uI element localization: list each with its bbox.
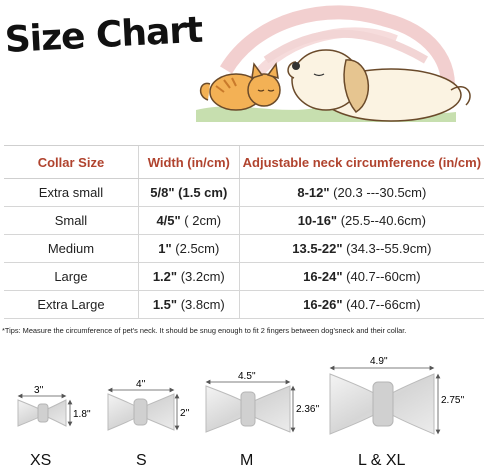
bow-xs-label: XS (30, 452, 52, 469)
size-table: Collar Size Width (in/cm) Adjustable nec… (4, 145, 484, 319)
table-row: Extra Large 1.5" (3.8cm) 16-26" (40.7--6… (4, 290, 484, 319)
bow-m-height: 2.36'' (296, 404, 319, 415)
bow-s-height: 2'' (180, 408, 189, 419)
bow-l-xl-width: 4.9'' (370, 356, 388, 367)
bow-l-xl-label: L & XL (358, 452, 406, 469)
header-neck-circumference: Adjustable neck circumference (in/cm) (238, 145, 484, 179)
table-row: Small 4/5" ( 2cm) 10-16" (25.5--40.6cm) (4, 206, 484, 235)
bow-s-label: S (136, 452, 147, 469)
neck-cell: 16-24" (40.7--60cm) (238, 262, 484, 291)
bow-size-diagrams: 3'' 1.8'' 4'' 2'' 4.5'' 2.36'' 4.9'' 2.7… (17, 356, 464, 435)
bow-m: 4.5'' 2.36'' (205, 371, 319, 433)
size-cell: Small (4, 206, 139, 235)
header-collar-size: Collar Size (4, 145, 139, 179)
neck-cell: 13.5-22" (34.3--55.9cm) (238, 234, 484, 263)
neck-cell: 10-16" (25.5--40.6cm) (238, 206, 484, 235)
bow-l-xl: 4.9'' 2.75'' (329, 356, 464, 435)
table-row: Large 1.2" (3.2cm) 16-24" (40.7--60cm) (4, 262, 484, 291)
bow-xs-height: 1.8'' (73, 409, 91, 420)
width-cell: 1.5" (3.8cm) (137, 290, 240, 319)
size-cell: Medium (4, 234, 139, 263)
width-cell: 1" (2.5cm) (137, 234, 240, 263)
bow-xs: 3'' 1.8'' (17, 385, 91, 427)
size-cell: Extra small (4, 178, 139, 207)
table-row: Medium 1" (2.5cm) 13.5-22" (34.3--55.9cm… (4, 234, 484, 263)
table-header-row: Collar Size Width (in/cm) Adjustable nec… (4, 145, 484, 179)
measurement-tip: *Tips: Measure the circumference of pet'… (2, 326, 407, 335)
size-cell: Extra Large (4, 290, 139, 319)
dog-icon (287, 49, 471, 122)
header-width: Width (in/cm) (137, 145, 240, 179)
cat-icon (199, 62, 281, 111)
neck-cell: 16-26" (40.7--66cm) (238, 290, 484, 319)
width-cell: 5/8" (1.5 cm) (137, 178, 240, 207)
bow-s: 4'' 2'' (107, 379, 189, 431)
width-cell: 1.2" (3.2cm) (137, 262, 240, 291)
neck-cell: 8-12" (20.3 ---30.5cm) (238, 178, 484, 207)
bow-m-label: M (240, 452, 254, 469)
pets-illustration (196, 5, 471, 122)
size-cell: Large (4, 262, 139, 291)
bow-s-width: 4'' (136, 379, 145, 390)
table-row: Extra small 5/8" (1.5 cm) 8-12" (20.3 --… (4, 178, 484, 207)
bow-l-xl-height: 2.75'' (441, 395, 464, 406)
bow-m-width: 4.5'' (238, 371, 256, 382)
width-cell: 4/5" ( 2cm) (137, 206, 240, 235)
bow-xs-width: 3'' (34, 385, 43, 396)
page-title: Size Chart (3, 9, 204, 61)
